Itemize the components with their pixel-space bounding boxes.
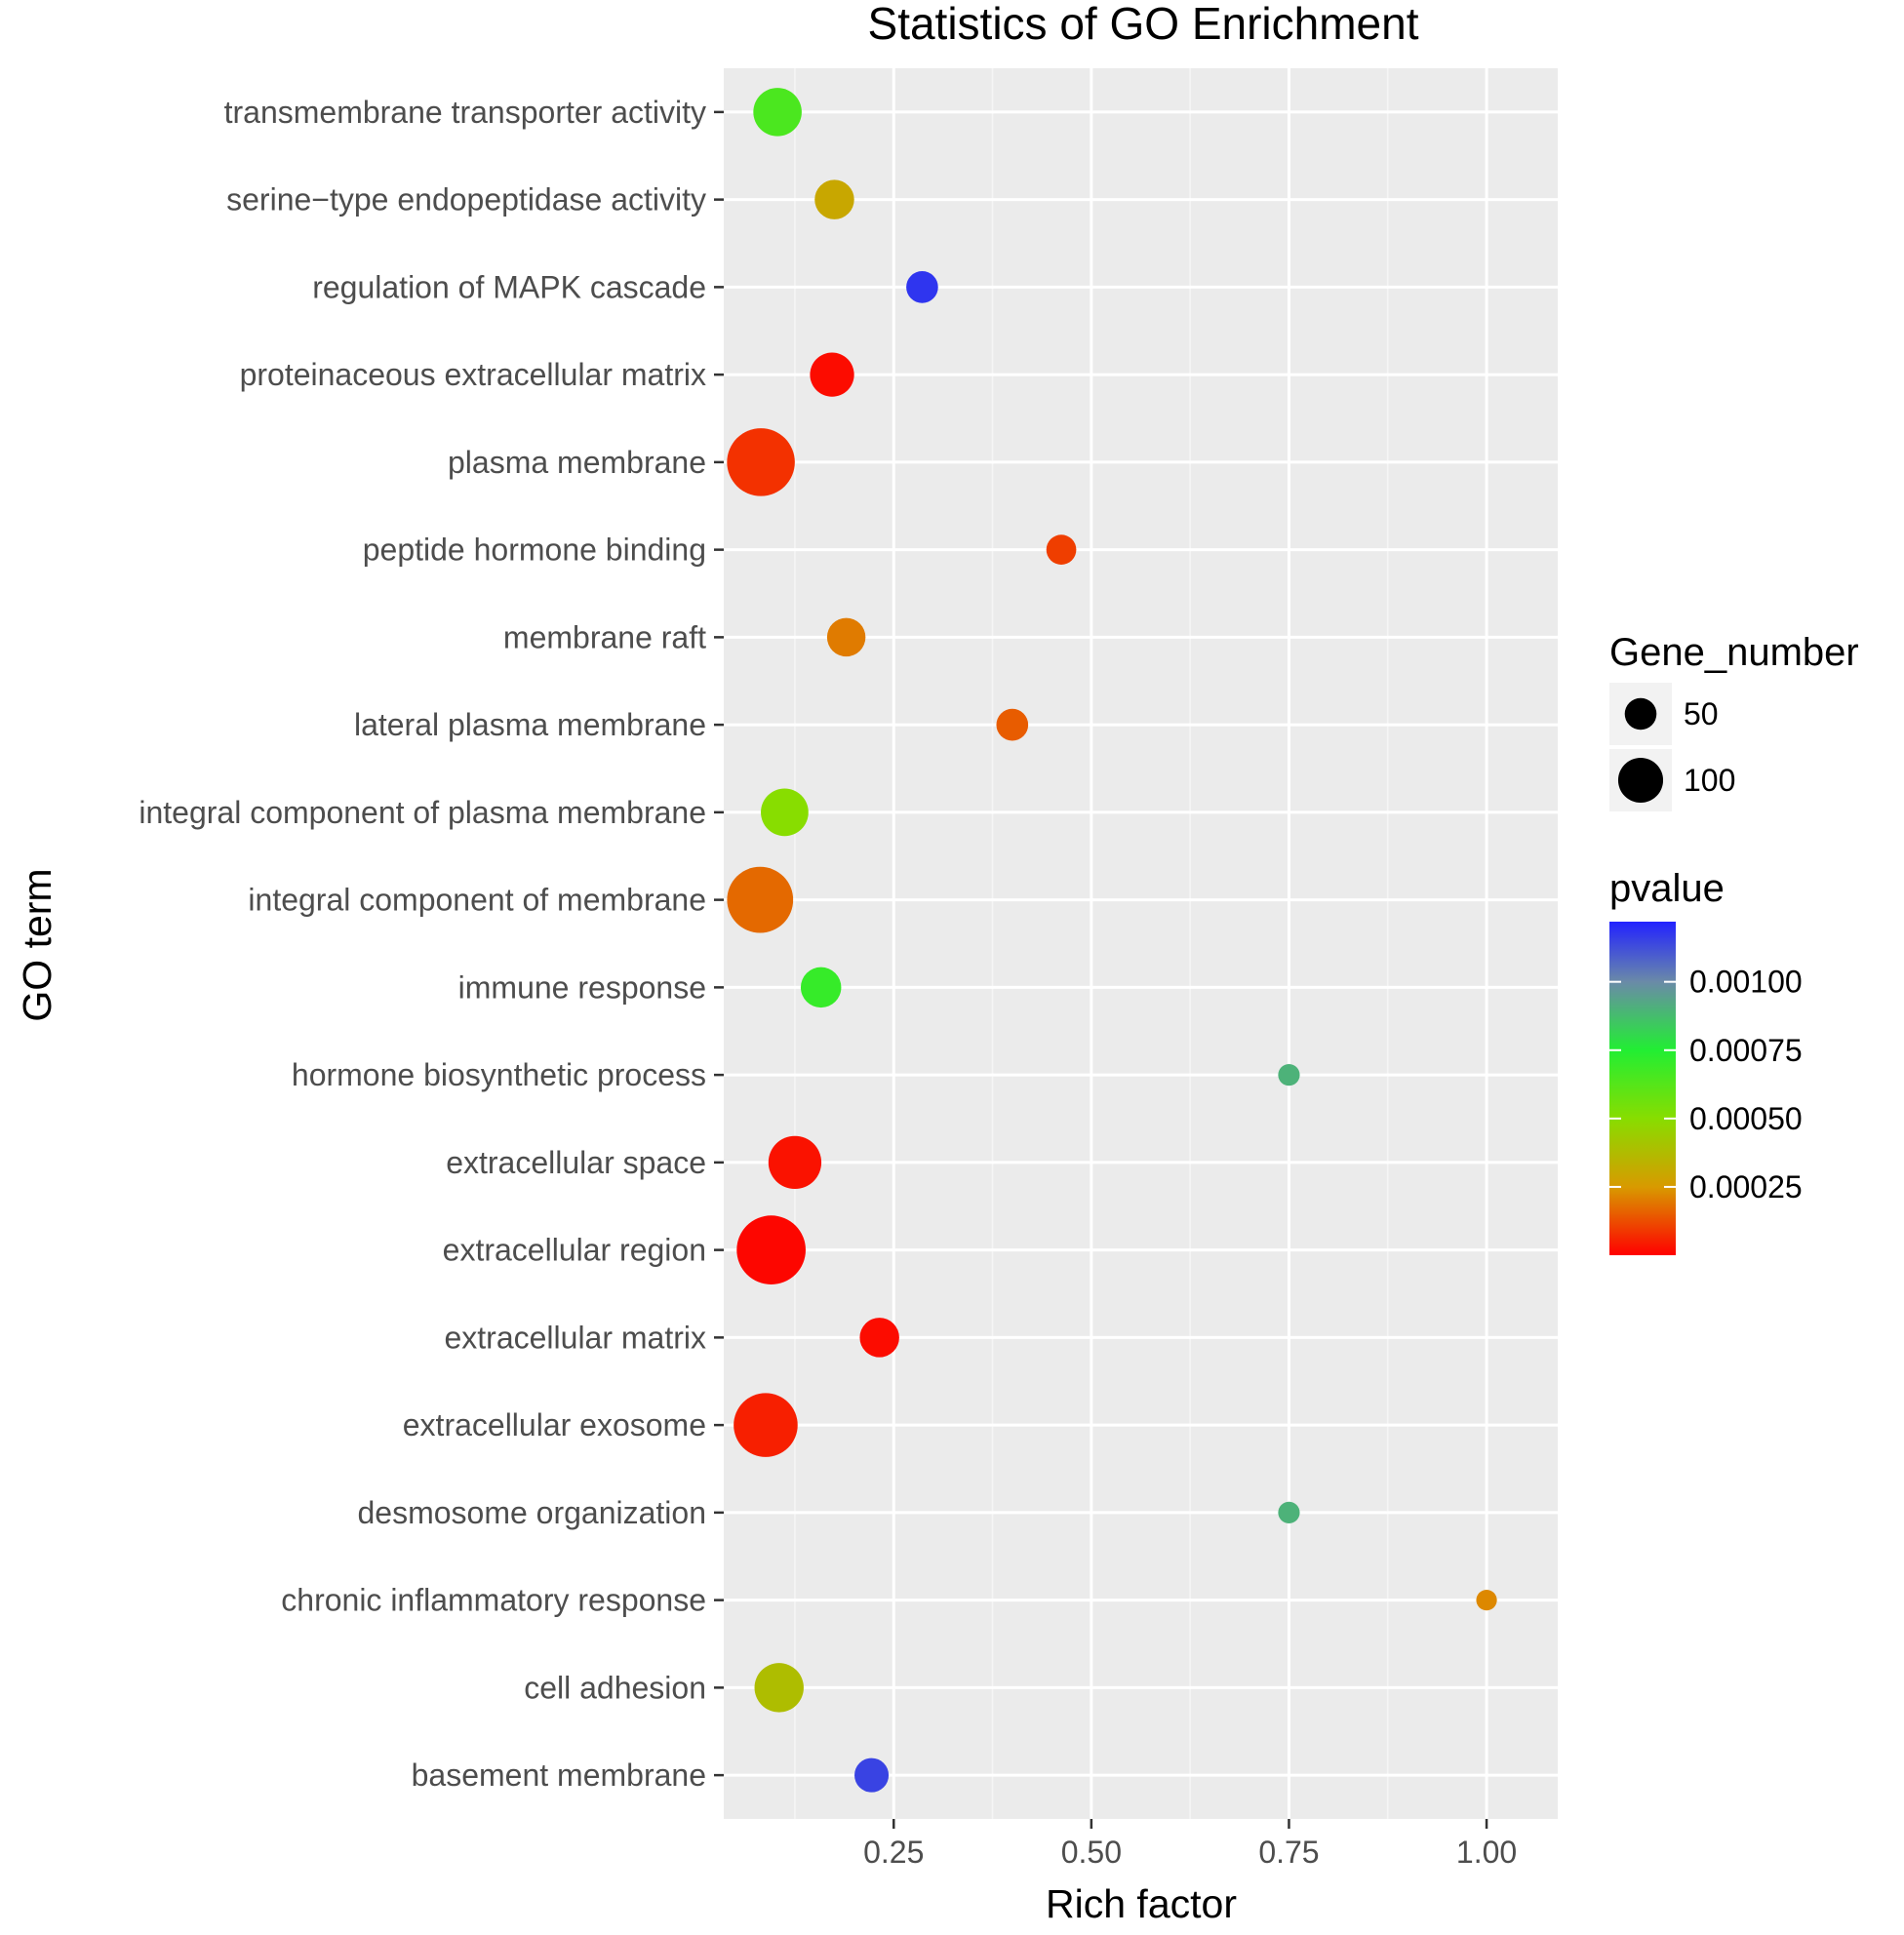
legend-size-dot bbox=[1624, 697, 1657, 731]
data-point bbox=[826, 617, 866, 657]
legend-size-label: 100 bbox=[1684, 763, 1735, 798]
data-point bbox=[859, 1318, 899, 1358]
data-points bbox=[727, 88, 1497, 1793]
data-point bbox=[810, 352, 854, 397]
y-tick-label: integral component of plasma membrane bbox=[139, 795, 706, 830]
y-tick-label: chronic inflammatory response bbox=[281, 1583, 706, 1618]
y-tick-label: lateral plasma membrane bbox=[354, 707, 706, 742]
y-tick-label: extracellular matrix bbox=[444, 1320, 706, 1355]
data-point bbox=[1278, 1064, 1300, 1086]
data-point bbox=[761, 788, 809, 837]
data-point bbox=[736, 1215, 806, 1284]
y-tick-label: extracellular exosome bbox=[403, 1407, 706, 1442]
data-point bbox=[753, 88, 802, 137]
data-point bbox=[727, 866, 794, 933]
colorbar-tick-label: 0.00075 bbox=[1689, 1033, 1803, 1068]
y-tick-label: integral component of membrane bbox=[248, 883, 706, 918]
data-point bbox=[768, 1135, 822, 1190]
y-tick-label: extracellular region bbox=[443, 1233, 706, 1268]
data-point bbox=[1046, 534, 1077, 565]
legend-size-label: 50 bbox=[1684, 696, 1719, 731]
pvalue-colorbar bbox=[1609, 922, 1676, 1255]
legend-size-title: Gene_number bbox=[1609, 631, 1859, 674]
y-tick-label: hormone biosynthetic process bbox=[292, 1057, 706, 1092]
legend-gene-number: Gene_number 50 100 bbox=[1609, 631, 1859, 811]
legend-color-title: pvalue bbox=[1609, 867, 1725, 910]
data-point bbox=[734, 1393, 798, 1457]
data-point bbox=[1278, 1501, 1300, 1523]
colorbar-tick-label: 0.00100 bbox=[1689, 965, 1803, 1000]
y-tick-label: basement membrane bbox=[412, 1757, 706, 1793]
y-tick-label: proteinaceous extracellular matrix bbox=[240, 357, 706, 392]
y-tick-label: regulation of MAPK cascade bbox=[312, 269, 706, 304]
data-point bbox=[727, 428, 795, 496]
y-tick-label: membrane raft bbox=[503, 619, 706, 654]
x-axis: 0.25 0.50 0.75 1.00 bbox=[863, 1819, 1517, 1870]
y-axis-title: GO term bbox=[15, 868, 60, 1021]
data-point bbox=[800, 967, 842, 1008]
y-tick-label: peptide hormone binding bbox=[363, 533, 706, 568]
y-tick-label: immune response bbox=[458, 969, 706, 1005]
data-point bbox=[1476, 1590, 1497, 1611]
y-tick-label: desmosome organization bbox=[357, 1495, 706, 1530]
data-point bbox=[854, 1757, 890, 1793]
x-tick-label: 0.25 bbox=[863, 1835, 924, 1870]
data-point bbox=[814, 179, 854, 219]
plot-panel bbox=[724, 68, 1558, 1819]
y-tick-label: transmembrane transporter activity bbox=[224, 95, 706, 130]
x-axis-title: Rich factor bbox=[1046, 1881, 1237, 1926]
grid-major bbox=[724, 68, 1558, 1819]
data-point bbox=[906, 271, 938, 303]
legend-pvalue: pvalue 0.00100 0.00075 0.00050 0.00025 bbox=[1609, 867, 1803, 1255]
chart-title: Statistics of GO Enrichment bbox=[868, 0, 1419, 49]
y-tick-label: plasma membrane bbox=[448, 445, 706, 480]
legend-size-dot bbox=[1617, 757, 1664, 804]
data-point bbox=[754, 1663, 804, 1713]
y-tick-label: cell adhesion bbox=[524, 1670, 706, 1705]
grid-minor bbox=[794, 68, 1389, 1819]
y-tick-label: extracellular space bbox=[446, 1145, 706, 1180]
x-tick-label: 0.75 bbox=[1258, 1835, 1319, 1870]
data-point bbox=[996, 708, 1029, 741]
y-tick-label: serine−type endopeptidase activity bbox=[226, 182, 706, 217]
x-tick-label: 0.50 bbox=[1061, 1835, 1122, 1870]
x-tick-label: 1.00 bbox=[1456, 1835, 1517, 1870]
colorbar-tick-label: 0.00025 bbox=[1689, 1169, 1803, 1204]
y-axis: transmembrane transporter activity serine… bbox=[139, 95, 724, 1793]
colorbar-tick-label: 0.00050 bbox=[1689, 1101, 1803, 1136]
